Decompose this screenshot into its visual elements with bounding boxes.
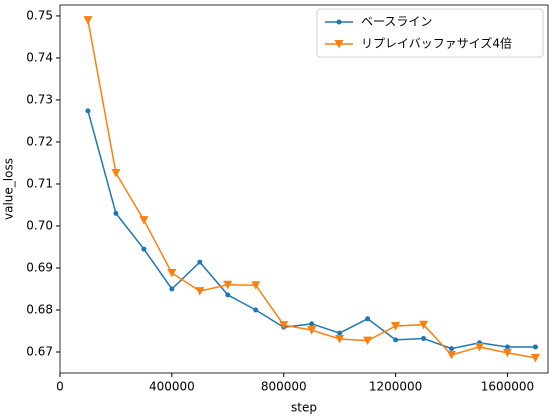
x-tick-label: 400000 — [149, 380, 195, 394]
x-tick-label: 0 — [56, 380, 64, 394]
point — [167, 269, 177, 278]
legend-label: リプレイバッファサイズ4倍 — [361, 36, 512, 51]
y-tick-label: 0.71 — [26, 176, 53, 190]
point — [113, 210, 119, 216]
point — [391, 321, 401, 331]
plot-frame — [59, 4, 549, 374]
point — [309, 321, 315, 327]
point — [139, 216, 149, 225]
point — [532, 344, 538, 350]
point — [363, 336, 373, 346]
point — [335, 334, 345, 344]
y-tick-label: 0.73 — [26, 92, 53, 106]
point — [502, 348, 512, 358]
point — [419, 320, 429, 330]
y-tick-label: 0.69 — [26, 260, 53, 274]
legend-label: ベースライン — [361, 15, 432, 29]
series-line — [87, 110, 536, 350]
point — [334, 40, 344, 49]
point — [141, 246, 147, 252]
point — [474, 342, 484, 352]
y-tick-label: 0.74 — [26, 50, 53, 64]
point — [195, 287, 205, 296]
series-line — [87, 19, 536, 359]
point — [421, 336, 427, 342]
legend-box — [316, 8, 544, 58]
y-tick-label: 0.70 — [26, 218, 53, 232]
point — [504, 344, 510, 350]
point — [169, 286, 175, 292]
y-tick-label: 0.72 — [26, 134, 53, 148]
x-axis-label: step — [291, 401, 317, 415]
y-tick-label: 0.75 — [26, 8, 53, 22]
y-axis-label: value_loss — [2, 158, 16, 220]
y-tick-label: 0.68 — [26, 302, 53, 316]
x-tick-label: 800000 — [261, 380, 307, 394]
point — [253, 307, 259, 313]
point — [307, 326, 317, 335]
point — [225, 292, 231, 298]
point — [251, 281, 261, 290]
point — [447, 350, 457, 360]
x-tick-label: 1200000 — [369, 380, 422, 394]
point — [85, 108, 91, 114]
point — [83, 16, 93, 25]
point — [111, 169, 121, 178]
point — [197, 259, 203, 265]
point — [223, 280, 233, 290]
point — [393, 337, 399, 343]
point — [337, 330, 343, 336]
point — [449, 346, 455, 352]
point — [279, 321, 289, 330]
point — [336, 19, 342, 25]
y-tick-label: 0.67 — [26, 344, 53, 358]
point — [365, 316, 371, 322]
point — [530, 353, 540, 363]
x-tick-label: 1600000 — [481, 380, 534, 394]
